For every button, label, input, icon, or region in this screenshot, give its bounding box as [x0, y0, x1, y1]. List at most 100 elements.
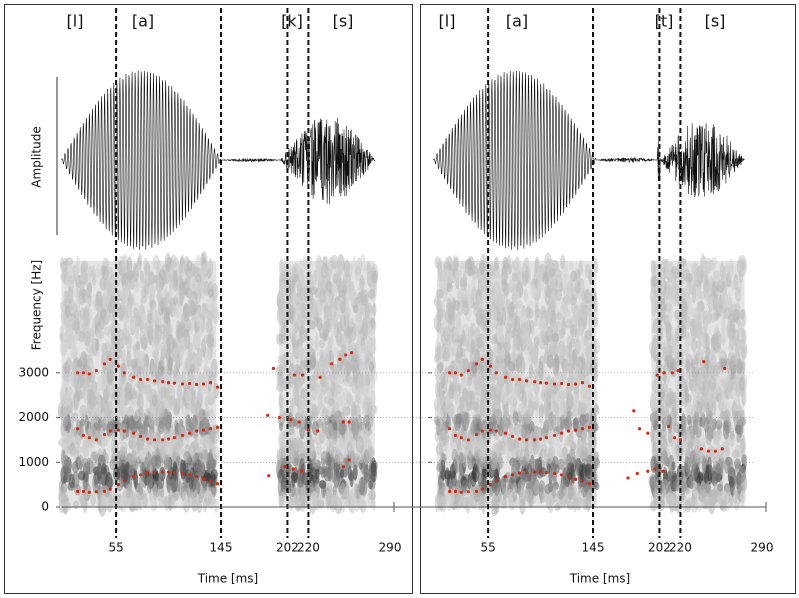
spectrogram-cell — [164, 388, 170, 400]
spectrogram-cell — [551, 289, 556, 304]
spectrogram-cell — [178, 438, 184, 448]
formant-point — [475, 490, 478, 493]
spectrogram-cell — [449, 381, 454, 392]
spectrogram-cell — [335, 410, 342, 425]
spectrogram-cell — [329, 316, 336, 325]
spectrogram-cell — [540, 448, 547, 459]
spectrogram-cell — [190, 364, 194, 374]
spectrogram-cell — [343, 274, 348, 286]
spectrogram-cell — [546, 287, 552, 297]
spectrogram-cell — [453, 300, 461, 311]
spectrogram-cell — [697, 440, 702, 453]
spectrogram-cell — [346, 282, 352, 301]
spectrogram-cell — [60, 339, 67, 356]
spectrogram-cell — [701, 311, 706, 324]
spectrogram-cell — [668, 428, 673, 443]
spectrogram-cell — [462, 412, 469, 432]
spectrogram-cell — [587, 489, 593, 502]
spectrogram-cell — [687, 415, 692, 425]
spectrogram-cell — [87, 283, 91, 295]
spectrogram-cell — [436, 289, 444, 299]
formant-point — [297, 420, 300, 423]
spectrogram-cell — [78, 454, 84, 471]
spectrogram-cell — [64, 431, 70, 444]
spectrogram-cell — [365, 306, 370, 319]
formant-point — [533, 438, 536, 441]
formant-point — [293, 373, 296, 376]
spectrogram-cell — [146, 288, 152, 299]
spectrogram-cell — [175, 305, 181, 319]
spectrogram-cell — [553, 400, 559, 411]
spectrogram-cell — [665, 260, 671, 279]
spectrogram-cell — [715, 463, 721, 481]
spectrogram-cell — [129, 293, 135, 305]
spectrogram-cell — [180, 312, 185, 328]
spectrogram-cell — [178, 419, 183, 436]
spectrogram-cell — [684, 285, 690, 300]
formant-point — [567, 475, 570, 478]
spectrogram-cell — [582, 442, 590, 453]
spectrogram-cell — [567, 435, 573, 446]
formant-point — [545, 471, 548, 474]
spectrogram-cell — [686, 273, 693, 283]
spectrogram-cell — [371, 457, 376, 476]
spectrogram-cell — [324, 377, 329, 391]
spectrogram-cell — [156, 279, 163, 294]
spectrogram-cell — [354, 313, 362, 322]
formant-point — [495, 479, 498, 482]
formant-point — [646, 470, 649, 473]
spectrogram-cell — [359, 495, 364, 505]
spectrogram-cell — [584, 330, 592, 340]
spectrogram-cell — [106, 477, 113, 488]
spectrogram-cell — [691, 308, 698, 317]
spectrogram-cell — [100, 500, 105, 510]
spectrogram-cell — [277, 299, 284, 310]
formant-point — [95, 438, 98, 441]
spectrogram-cell — [728, 259, 734, 278]
spectrogram-cell — [538, 361, 543, 381]
spectrogram-cell — [332, 471, 337, 483]
formant-point — [454, 434, 457, 437]
x-tick-label: 145 — [210, 541, 233, 555]
spectrogram-cell — [288, 449, 295, 463]
spectrogram-cell — [130, 440, 134, 449]
spectrogram-cell — [348, 465, 352, 480]
spectrogram-cell — [201, 280, 206, 292]
spectrogram-cell — [76, 390, 83, 401]
formant-point — [574, 478, 577, 481]
spectrogram-cell — [166, 323, 173, 334]
spectrogram-cell — [569, 367, 573, 382]
spectrogram-cell — [278, 433, 285, 448]
spectrogram-cell — [340, 482, 346, 499]
spectrogram-cell — [325, 292, 331, 303]
formant-point — [545, 382, 548, 385]
spectrogram-cell — [157, 380, 162, 392]
formant-point — [195, 429, 198, 432]
spectrogram-cell — [735, 425, 740, 433]
spectrogram-cell — [147, 475, 152, 493]
spectrogram-cell — [154, 455, 161, 469]
spectrogram-cell — [681, 298, 687, 317]
formant-point — [504, 432, 507, 435]
x-axis-label: Time [ms] — [197, 572, 259, 586]
spectrogram-cell — [340, 469, 344, 479]
formant-point — [132, 475, 135, 478]
x-tick-label: 55 — [108, 541, 123, 555]
spectrogram-cell — [477, 268, 481, 284]
spectrogram-cell — [104, 389, 108, 400]
spectrogram-cell — [120, 363, 127, 378]
spectrogram-cell — [565, 312, 570, 326]
spectrogram-cell — [344, 407, 348, 417]
spectrogram-cell — [362, 398, 367, 413]
spectrogram-cell — [294, 320, 299, 333]
spectrogram-cell — [193, 396, 201, 414]
spectrogram-cell — [302, 303, 306, 319]
spectrogram-cell — [435, 495, 440, 504]
spectrogram-cell — [150, 406, 156, 420]
formant-point — [560, 382, 563, 385]
spectrogram-cell — [96, 291, 101, 302]
spectrogram-cell — [89, 390, 95, 410]
formant-point — [266, 414, 269, 417]
spectrogram-cell — [552, 333, 559, 343]
spectrogram-cell — [281, 282, 287, 293]
